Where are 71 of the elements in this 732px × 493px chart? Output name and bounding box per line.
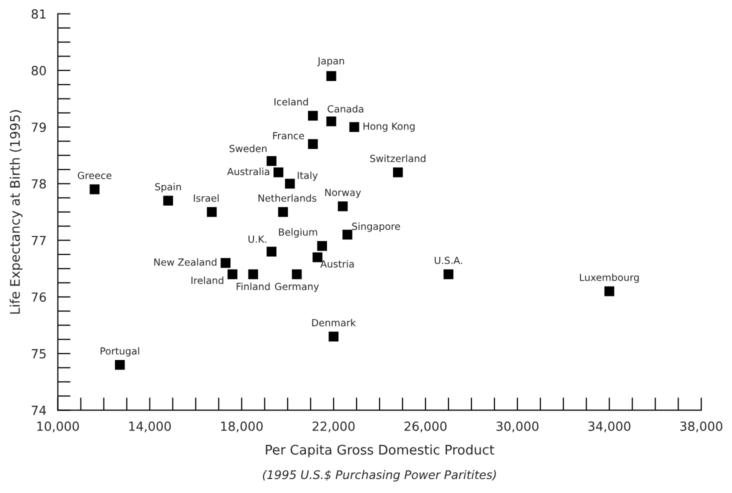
annotation: Canada bbox=[328, 105, 364, 113]
text: (1995 U.S.$ Purchasing Power Paritites) bbox=[262, 470, 496, 482]
point bbox=[328, 332, 338, 342]
point bbox=[317, 241, 328, 251]
point bbox=[308, 139, 318, 149]
point bbox=[338, 201, 348, 212]
x-tick-label: 22,000 bbox=[312, 422, 355, 432]
point bbox=[266, 156, 276, 166]
annotation: Spain bbox=[155, 182, 181, 192]
x-tick-label: 10,000 bbox=[37, 422, 79, 432]
annotation: Germany bbox=[275, 282, 319, 292]
y-tick-label: 78 bbox=[32, 179, 46, 189]
point bbox=[285, 178, 295, 189]
annotation: Portugal bbox=[100, 347, 140, 357]
point bbox=[292, 269, 302, 280]
point bbox=[274, 167, 284, 178]
y-tick-label: 74 bbox=[32, 406, 46, 415]
x-tick-label: 30,000 bbox=[496, 422, 538, 432]
annotation: Iceland bbox=[274, 98, 308, 106]
point bbox=[266, 246, 276, 257]
annotation: Israel bbox=[194, 194, 219, 202]
y-tick-label: 81 bbox=[32, 9, 46, 19]
point bbox=[342, 230, 352, 240]
annotation: Luxembourg bbox=[580, 274, 639, 283]
point bbox=[206, 207, 217, 217]
y-tick-label: 75 bbox=[32, 349, 46, 358]
y-tick-label: 79 bbox=[32, 122, 46, 132]
annotation: Belgium bbox=[279, 228, 318, 238]
point bbox=[308, 110, 318, 121]
annotation: Finland bbox=[236, 282, 270, 290]
x-tick-label: 38,000 bbox=[680, 422, 722, 432]
point bbox=[248, 269, 258, 280]
x-tick-label: 18,000 bbox=[221, 422, 263, 432]
annotation: Japan bbox=[317, 57, 344, 66]
annotation: Austria bbox=[320, 260, 354, 268]
annotation: U.K. bbox=[248, 236, 266, 243]
point bbox=[220, 258, 230, 268]
annotation: Norway bbox=[325, 188, 361, 198]
annotation: Netherlands bbox=[258, 194, 316, 202]
point bbox=[228, 269, 238, 280]
annotation: Italy bbox=[298, 171, 318, 181]
point bbox=[326, 116, 336, 126]
point bbox=[349, 122, 360, 132]
annotation: Singapore bbox=[352, 222, 400, 232]
annotation: New Zealand bbox=[154, 258, 216, 266]
point bbox=[444, 269, 454, 280]
point bbox=[114, 360, 125, 370]
point bbox=[393, 167, 403, 178]
annotation: Denmark bbox=[312, 318, 356, 326]
point bbox=[278, 207, 288, 217]
x-tick-label: 34,000 bbox=[588, 422, 630, 432]
point bbox=[312, 252, 322, 262]
x-tick-label: 26,000 bbox=[404, 422, 447, 432]
y-tick-label: 76 bbox=[32, 292, 46, 302]
point bbox=[604, 286, 614, 296]
y-tick-label: 77 bbox=[32, 236, 46, 246]
annotation: U.S.A. bbox=[434, 256, 462, 264]
x-axis-title: Per Capita Gross Domestic Product bbox=[266, 444, 494, 458]
x-tick-label: 14,000 bbox=[129, 422, 171, 432]
annotation: Sweden bbox=[230, 144, 267, 152]
point bbox=[163, 196, 174, 206]
annotation: Hong Kong bbox=[364, 122, 415, 132]
y-axis-title: Life Expectancy at Birth (1995) bbox=[10, 110, 22, 314]
annotation: Switzerland bbox=[370, 154, 426, 162]
annotation: Australia bbox=[227, 168, 270, 176]
annotation: France bbox=[273, 132, 304, 140]
annotation: Ireland bbox=[191, 276, 224, 284]
annotation: Greece bbox=[78, 172, 112, 180]
point bbox=[90, 184, 100, 194]
y-tick-label: 80 bbox=[32, 66, 46, 76]
point bbox=[326, 71, 336, 81]
